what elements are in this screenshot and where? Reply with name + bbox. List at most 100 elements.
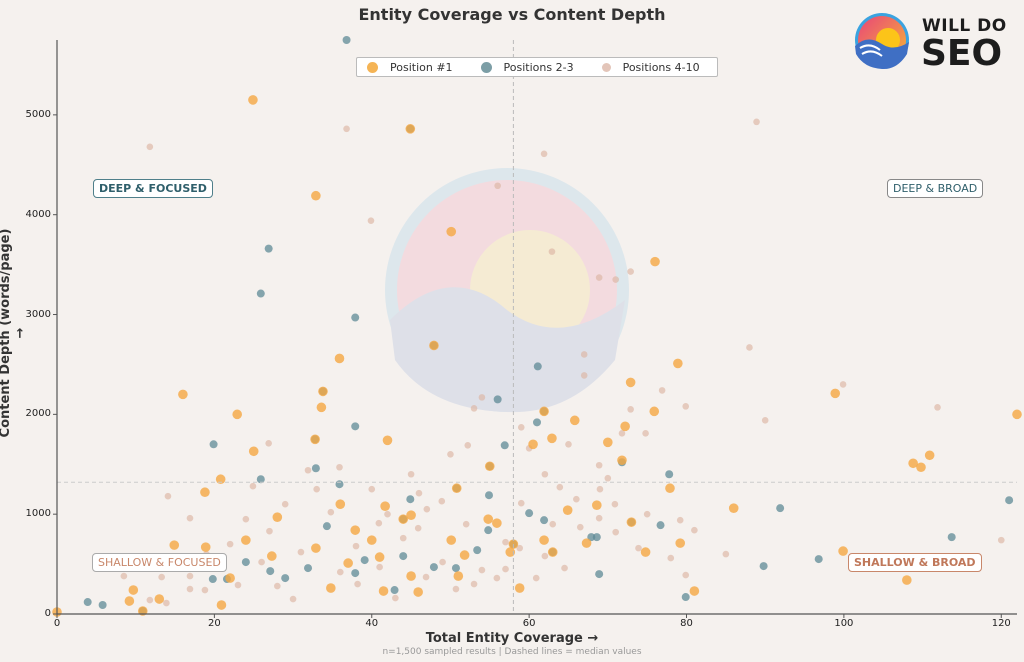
data-point-position-1	[924, 450, 935, 461]
legend-label: Positions 4-10	[622, 60, 700, 74]
chart-footnote: n=1,500 sampled results | Dashed lines =…	[382, 647, 642, 657]
data-point-positions-2-3	[500, 441, 509, 450]
data-point-positions-4-10	[186, 572, 194, 580]
x-tick-label: 100	[834, 618, 854, 629]
data-point-position-1	[459, 550, 470, 560]
x-tick-label: 60	[522, 618, 536, 629]
legend-marker	[601, 62, 611, 72]
data-point-positions-4-10	[368, 485, 376, 493]
data-point-position-1	[562, 505, 573, 515]
data-point-positions-4-10	[478, 566, 486, 574]
data-point-positions-4-10	[415, 489, 423, 497]
data-point-positions-4-10	[478, 394, 486, 401]
data-point-position-1	[318, 386, 328, 397]
y-tick-label: 1000	[25, 508, 51, 520]
data-point-position-1	[446, 535, 457, 545]
y-axis-label: Content Depth (words/page) →	[0, 228, 28, 438]
data-point-position-1	[640, 547, 651, 557]
data-point-position-1	[248, 446, 259, 457]
data-point-position-1	[366, 535, 377, 545]
data-point-position-1	[528, 439, 538, 450]
data-point-position-1	[405, 124, 416, 134]
data-point-positions-4-10	[532, 574, 540, 582]
data-point-positions-4-10	[595, 274, 603, 281]
data-point-positions-4-10	[540, 150, 548, 158]
data-point-positions-2-3	[484, 526, 493, 535]
data-point-positions-4-10	[146, 596, 154, 604]
data-point-positions-2-3	[351, 313, 360, 322]
data-point-positions-4-10	[516, 544, 523, 552]
data-point-positions-4-10	[274, 582, 281, 590]
data-point-positions-4-10	[761, 417, 769, 424]
data-point-positions-4-10	[682, 403, 690, 410]
data-point-positions-4-10	[753, 118, 760, 126]
data-point-positions-4-10	[682, 571, 690, 579]
data-point-positions-4-10	[447, 450, 454, 458]
data-point-positions-2-3	[473, 546, 482, 555]
data-point-position-1	[626, 517, 637, 527]
data-point-position-1	[128, 585, 139, 595]
data-point-positions-4-10	[158, 573, 165, 581]
data-point-positions-4-10	[304, 466, 312, 474]
logo-text-line1: WILL DO	[922, 16, 1007, 36]
data-point-positions-4-10	[399, 534, 407, 542]
data-point-positions-2-3	[681, 593, 690, 602]
data-point-position-1	[310, 434, 320, 445]
data-point-positions-2-3	[451, 564, 460, 573]
data-point-positions-4-10	[667, 554, 675, 562]
data-point-positions-2-3	[98, 601, 107, 610]
legend-marker	[367, 61, 378, 73]
data-point-position-1	[505, 547, 516, 557]
data-point-position-1	[514, 583, 525, 593]
data-point-position-1	[908, 458, 918, 469]
data-point-positions-4-10	[470, 405, 478, 412]
data-point-position-1	[492, 518, 502, 528]
data-point-positions-4-10	[548, 248, 556, 255]
data-point-position-1	[272, 512, 283, 522]
will-do-seo-logo: WILL DO SEO	[852, 12, 1012, 72]
data-point-positions-4-10	[367, 217, 375, 224]
data-point-positions-4-10	[643, 510, 651, 518]
data-point-position-1	[539, 406, 549, 417]
y-tick-label: 5000	[25, 108, 51, 120]
data-point-positions-4-10	[464, 441, 472, 449]
data-point-positions-2-3	[281, 574, 290, 583]
data-point-positions-2-3	[399, 552, 408, 561]
data-point-positions-4-10	[226, 540, 234, 548]
data-point-positions-4-10	[627, 268, 634, 275]
logo-sun-wave-icon	[855, 13, 909, 70]
data-point-positions-4-10	[163, 599, 170, 607]
data-point-positions-2-3	[759, 562, 768, 571]
data-point-position-1	[382, 435, 393, 446]
data-point-positions-4-10	[289, 595, 297, 603]
data-point-positions-4-10	[354, 580, 361, 588]
data-point-position-1	[625, 377, 636, 388]
x-tick-label: 20	[208, 618, 221, 629]
data-point-positions-4-10	[470, 580, 478, 588]
data-point-position-1	[547, 433, 557, 444]
data-point-positions-4-10	[612, 528, 619, 536]
data-point-position-1	[316, 402, 327, 413]
data-point-positions-2-3	[83, 598, 92, 607]
data-point-positions-2-3	[241, 558, 250, 567]
x-tick-label: 120	[991, 618, 1011, 629]
data-point-positions-4-10	[234, 581, 242, 589]
data-point-positions-2-3	[256, 289, 265, 298]
data-point-positions-2-3	[485, 491, 493, 500]
data-point-positions-2-3	[540, 516, 549, 525]
data-point-positions-4-10	[258, 558, 265, 566]
data-point-positions-4-10	[604, 474, 612, 482]
data-point-position-1	[603, 437, 613, 448]
data-point-positions-4-10	[611, 500, 619, 508]
data-point-positions-2-3	[256, 475, 265, 484]
data-point-positions-4-10	[384, 510, 391, 518]
data-point-positions-2-3	[1005, 496, 1014, 505]
data-point-positions-4-10	[561, 564, 568, 572]
data-point-positions-4-10	[375, 519, 383, 527]
data-point-positions-4-10	[556, 483, 564, 491]
y-tick-label: 3000	[25, 308, 51, 320]
data-point-positions-2-3	[342, 36, 351, 44]
data-point-positions-2-3	[533, 418, 541, 427]
data-point-positions-2-3	[947, 533, 956, 542]
